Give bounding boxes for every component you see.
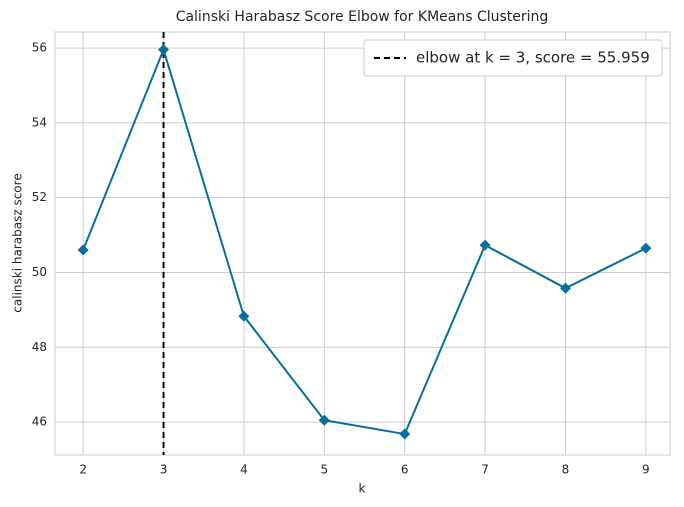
y-tick-label: 54	[32, 115, 47, 129]
y-axis-label: calinski harabasz score	[11, 173, 25, 312]
plot-area	[55, 32, 670, 455]
y-tick-label: 46	[32, 415, 47, 429]
legend-label: elbow at k = 3, score = 55.959	[416, 49, 650, 67]
y-tick-label: 52	[32, 190, 47, 204]
data-point	[158, 44, 170, 56]
data-point	[318, 414, 330, 426]
x-tick-label: 3	[160, 463, 168, 477]
y-tick-label: 56	[32, 41, 47, 55]
data-point	[479, 239, 491, 251]
data-point	[640, 242, 652, 254]
y-tick-label: 50	[32, 265, 47, 279]
x-tick-label: 5	[320, 463, 328, 477]
x-tick-label: 7	[481, 463, 489, 477]
plot-frame	[54, 31, 671, 456]
x-tick-label: 6	[401, 463, 409, 477]
chart-title: Calinski Harabasz Score Elbow for KMeans…	[176, 9, 549, 25]
data-point	[559, 282, 571, 294]
data-point	[77, 244, 89, 256]
data-point	[399, 428, 411, 440]
legend-box	[363, 39, 663, 77]
x-tick-label: 8	[562, 463, 570, 477]
data-line	[82, 46, 647, 436]
y-tick-label: 48	[32, 340, 47, 354]
x-tick-label: 2	[79, 463, 87, 477]
x-tick-label: 4	[240, 463, 248, 477]
x-tick-label: 9	[642, 463, 650, 477]
x-axis-label: k	[359, 482, 366, 496]
data-point	[238, 310, 250, 322]
